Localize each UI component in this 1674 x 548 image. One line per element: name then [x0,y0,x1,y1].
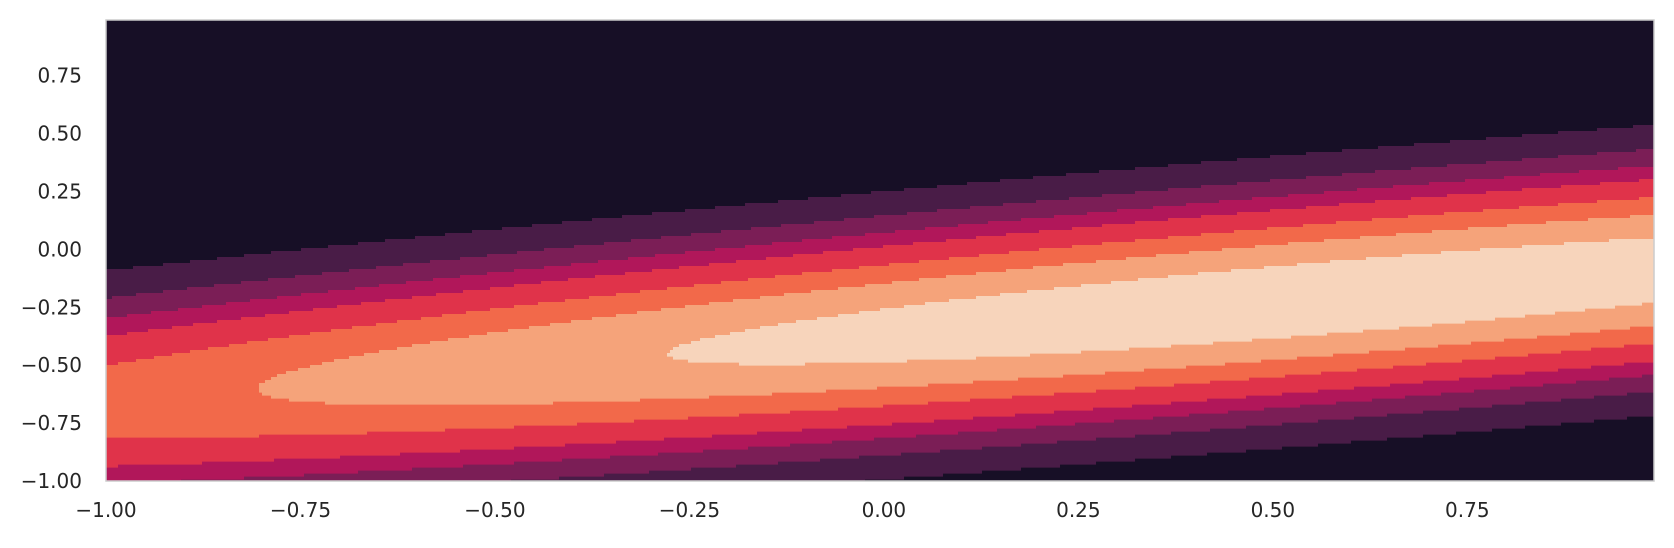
x-tick-label: 0.00 [862,498,907,522]
contour-band-4 [106,179,1654,468]
x-tick-label: −0.50 [464,498,525,522]
contour-band-2 [106,149,1654,481]
x-tick-label: −1.00 [75,498,136,522]
x-tick-label: 0.75 [1445,498,1490,522]
contour-band-0 [106,20,1654,481]
contour-band-7 [667,239,1654,366]
x-tick-label: −0.25 [659,498,720,522]
y-tick-label: −0.50 [21,353,82,377]
contour-band-6 [259,215,1654,405]
axes-frame [105,19,1655,482]
contour-band-5 [106,197,1654,438]
y-tick-label: 0.00 [37,237,82,261]
x-axis: −1.00 −0.75 −0.50 −0.25 0.00 0.25 0.50 0.75 [75,498,1489,522]
contour-band-1 [106,125,1654,481]
x-tick-label: 0.25 [1056,498,1101,522]
plot-area [106,20,1654,481]
y-tick-label: −0.25 [21,295,82,319]
y-axis: −1.00 −0.75 −0.50 −0.25 0.00 0.25 0.50 0.75 [21,64,82,493]
y-tick-label: −1.00 [21,469,82,493]
contour-band-3 [106,167,1654,481]
y-tick-label: 0.50 [37,122,82,146]
x-tick-label: 0.50 [1251,498,1296,522]
y-tick-label: 0.75 [37,64,82,88]
y-tick-label: 0.25 [37,179,82,203]
y-tick-label: −0.75 [21,411,82,435]
x-tick-label: −0.75 [270,498,331,522]
